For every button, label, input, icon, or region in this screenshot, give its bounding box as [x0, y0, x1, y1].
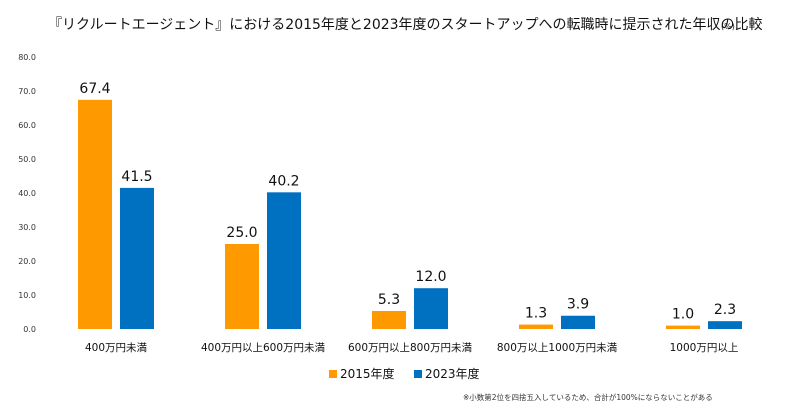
- y-tick-label: 10.0: [18, 291, 36, 300]
- bar-2023年度-0: [120, 187, 154, 329]
- unit-label: (%): [721, 22, 735, 31]
- bars-group: [78, 99, 742, 329]
- value-label: 41.5: [121, 169, 152, 185]
- value-label: 40.2: [268, 173, 299, 189]
- bar-2015年度-3: [519, 324, 553, 329]
- legend-label: 2023年度: [425, 366, 480, 381]
- category-label: 400万円未満: [85, 342, 148, 354]
- value-label: 1.3: [525, 306, 547, 322]
- value-label: 3.9: [567, 297, 589, 313]
- value-labels-group: 67.4 41.5 25.0 40.2 5.3 12.0 1.3 3.9 1.0 2.3: [79, 81, 736, 323]
- bar-2015年度-0: [78, 99, 112, 329]
- value-label: 5.3: [378, 292, 400, 308]
- chart-title: 『リクルートエージェント』における2015年度と2023年度のスタートアップへの…: [48, 17, 763, 33]
- category-label: 1000万円以上: [670, 342, 739, 354]
- value-label: 2.3: [714, 302, 736, 318]
- legend-label: 2015年度: [340, 366, 395, 381]
- category-label: 800万以上1000万円未満: [497, 342, 618, 354]
- y-tick-label: 60.0: [18, 121, 36, 130]
- y-tick-label: 30.0: [18, 223, 36, 232]
- legend: 2015年度 2023年度: [329, 366, 480, 381]
- value-label: 12.0: [415, 269, 446, 285]
- bar-2015年度-2: [372, 310, 406, 329]
- y-tick-label: 20.0: [18, 257, 36, 266]
- y-tick-label: 80.0: [18, 53, 36, 62]
- bar-2015年度-1: [225, 244, 259, 329]
- y-tick-label: 50.0: [18, 155, 36, 164]
- bar-2023年度-1: [267, 192, 301, 329]
- bar-2023年度-2: [414, 288, 448, 329]
- category-label: 600万円以上800万円未満: [348, 342, 473, 354]
- value-label: 25.0: [226, 225, 257, 241]
- y-tick-label: 0.0: [23, 325, 36, 334]
- y-tick-label: 40.0: [18, 189, 36, 198]
- bar-2023年度-3: [561, 315, 595, 329]
- value-label: 1.0: [672, 307, 694, 323]
- legend-swatch: [414, 370, 422, 378]
- category-label: 400万円以上600万円未満: [201, 342, 326, 354]
- y-axis: 0.0 10.0 20.0 30.0 40.0 50.0 60.0 70.0 80.0: [18, 53, 36, 334]
- bar-2023年度-4: [708, 321, 742, 329]
- value-label: 67.4: [79, 81, 110, 97]
- footnote: ※小数第2位を四捨五入しているため、合計が100%にならないことがある: [463, 392, 713, 402]
- y-tick-label: 70.0: [18, 87, 36, 96]
- x-axis: 400万円未満 400万円以上600万円未満 600万円以上800万円未満 800万以…: [85, 342, 738, 354]
- bar-2015年度-4: [666, 325, 700, 329]
- legend-swatch: [329, 370, 337, 378]
